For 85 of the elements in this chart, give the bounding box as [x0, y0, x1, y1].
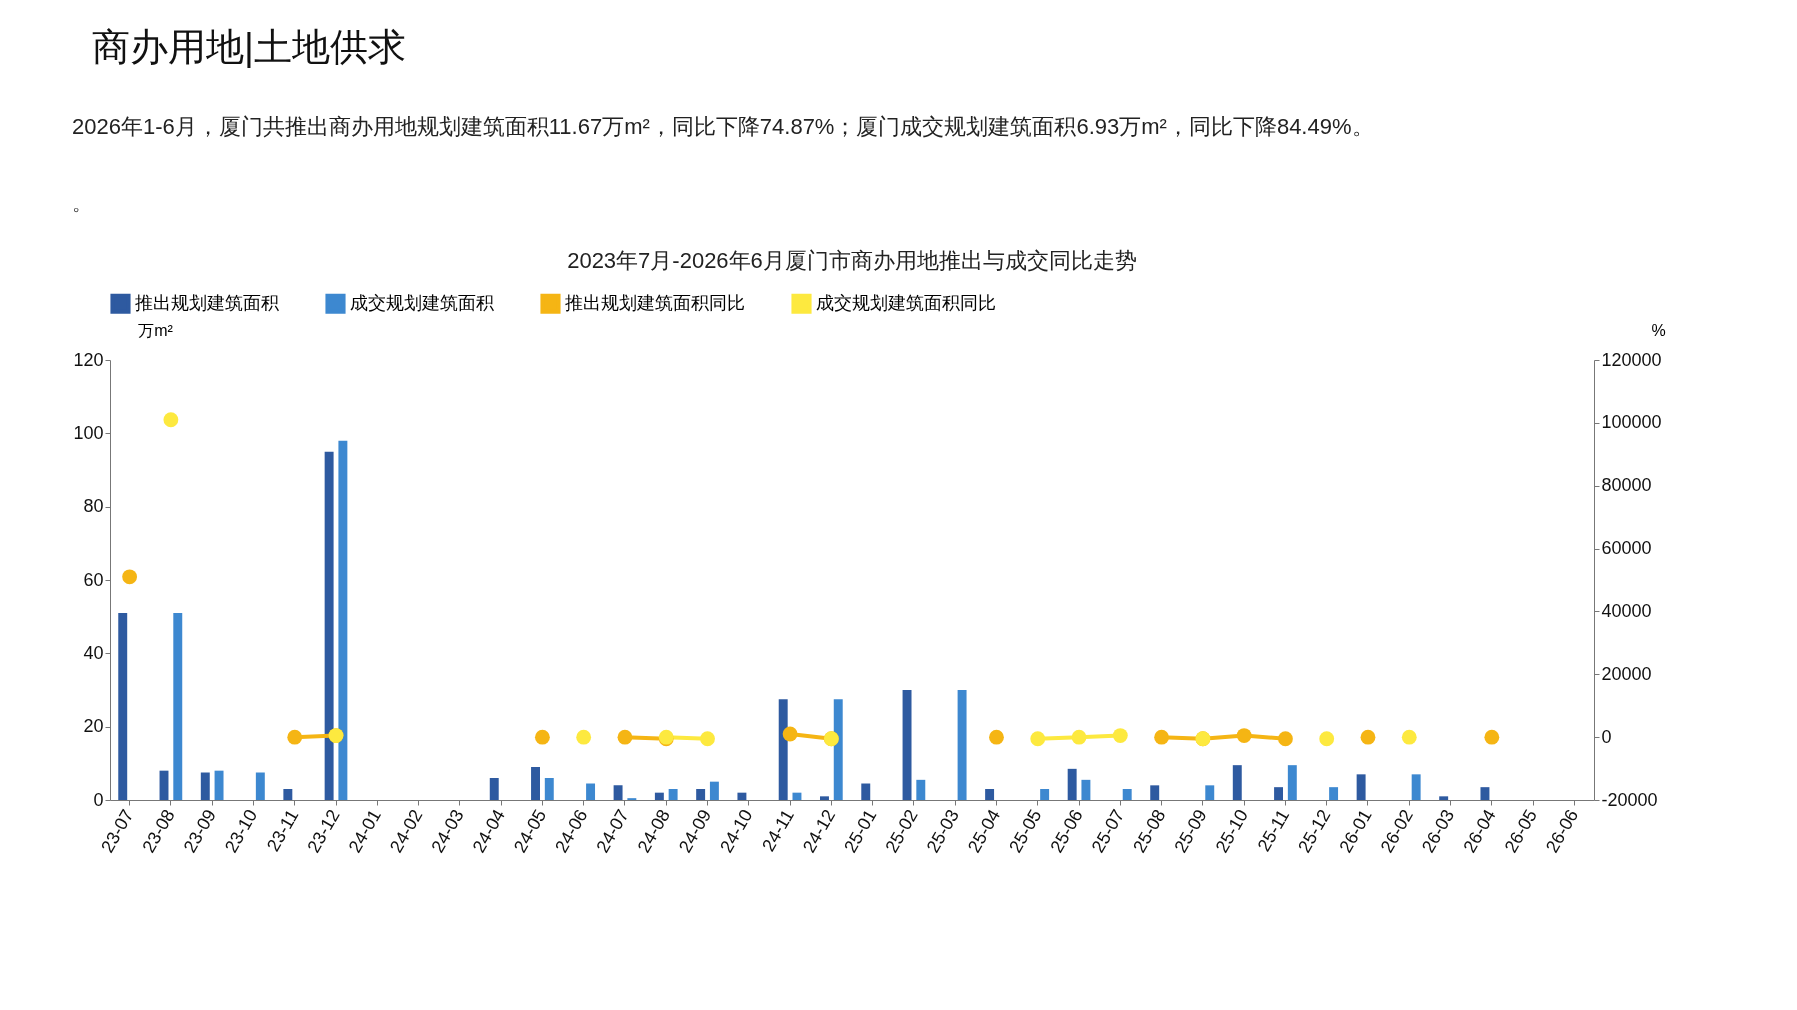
- bar: [586, 783, 596, 800]
- bar: [1274, 787, 1284, 800]
- y2-tick-label: 80000: [1601, 475, 1652, 496]
- bar: [737, 792, 747, 800]
- y2-tick-label: 60000: [1601, 538, 1652, 559]
- y-tick-label: 120: [73, 349, 104, 370]
- y2-axis-title: %: [1651, 321, 1666, 339]
- bar: [1287, 765, 1297, 800]
- y2-tick-label: 120000: [1601, 349, 1662, 370]
- legend-label: 推出规划建筑面积同比: [565, 292, 745, 313]
- point: [1030, 731, 1046, 747]
- chart-title: 2023年7月-2026年6月厦门市商办用地推出与成交同比走势: [567, 248, 1137, 273]
- bar: [985, 789, 995, 800]
- bar: [200, 772, 210, 800]
- y2-tick-label: 40000: [1601, 600, 1652, 621]
- bar: [778, 699, 788, 800]
- bar: [613, 785, 623, 800]
- point: [617, 729, 633, 745]
- bar: [1122, 789, 1132, 800]
- point: [1112, 728, 1128, 743]
- point: [1360, 729, 1376, 745]
- bar: [324, 451, 334, 800]
- bar: [957, 690, 967, 800]
- point: [782, 726, 798, 742]
- bar: [1356, 774, 1366, 800]
- bar: [1081, 779, 1091, 800]
- bar: [283, 789, 293, 800]
- bar: [820, 796, 829, 800]
- bar: [792, 792, 802, 800]
- bar: [489, 778, 499, 800]
- y-tick-label: 20: [83, 716, 104, 737]
- point: [700, 731, 715, 747]
- bar: [118, 613, 128, 800]
- point: [1236, 728, 1252, 743]
- bar: [1150, 785, 1160, 800]
- text: 。: [72, 191, 92, 216]
- point: [1071, 729, 1087, 745]
- bar: [709, 781, 719, 800]
- bar: [1439, 796, 1449, 800]
- bar: [1205, 785, 1215, 800]
- point: [576, 729, 592, 745]
- text: 2026年1-6月，厦门共推出商办用地规划建筑面积11.67万m²，同比下降74.87%；厦门成交规划建筑面积6.93万m²，同比下降84.49%。: [72, 113, 1374, 141]
- bar: [173, 613, 183, 800]
- point: [1278, 731, 1293, 747]
- y-tick-label: 0: [93, 789, 104, 810]
- bar: [1411, 774, 1421, 800]
- bar: [696, 789, 706, 800]
- y-axis-title: 万m²: [138, 321, 174, 339]
- point: [1319, 731, 1335, 747]
- point: [534, 729, 550, 745]
- bar: [531, 767, 540, 800]
- bar: [833, 699, 843, 800]
- point: [1401, 729, 1417, 745]
- y2-tick-label: 20000: [1601, 663, 1652, 684]
- text: 商办用地|土地供求: [92, 25, 406, 70]
- bar: [861, 783, 871, 800]
- bar: [1329, 787, 1339, 800]
- bar: [1232, 765, 1242, 800]
- y2-tick-label: 100000: [1601, 412, 1662, 433]
- bar: [668, 789, 678, 800]
- bar: [214, 770, 224, 800]
- bar: [544, 778, 554, 800]
- y-tick-label: 60: [83, 569, 104, 590]
- legend-label: 推出规划建筑面积: [135, 292, 279, 313]
- y-tick-label: 100: [73, 422, 104, 443]
- bar: [255, 772, 265, 800]
- point: [287, 729, 303, 745]
- legend-label: 成交规划建筑面积: [350, 292, 494, 313]
- point: [989, 729, 1004, 745]
- bar: [902, 690, 912, 800]
- bar: [916, 779, 926, 800]
- bar: [338, 440, 348, 800]
- y2-tick-label: -20000: [1601, 789, 1658, 810]
- legend-label: 成交规划建筑面积同比: [816, 292, 996, 313]
- y-tick-label: 40: [83, 642, 104, 663]
- bar: [1067, 768, 1077, 800]
- point: [163, 412, 179, 428]
- point: [122, 569, 138, 585]
- bar: [654, 792, 664, 800]
- point: [1154, 729, 1170, 745]
- y2-tick-label: 0: [1601, 726, 1612, 747]
- bar: [1480, 787, 1490, 800]
- y-tick-label: 80: [83, 496, 104, 517]
- bar: [1040, 789, 1050, 800]
- point: [1484, 729, 1500, 745]
